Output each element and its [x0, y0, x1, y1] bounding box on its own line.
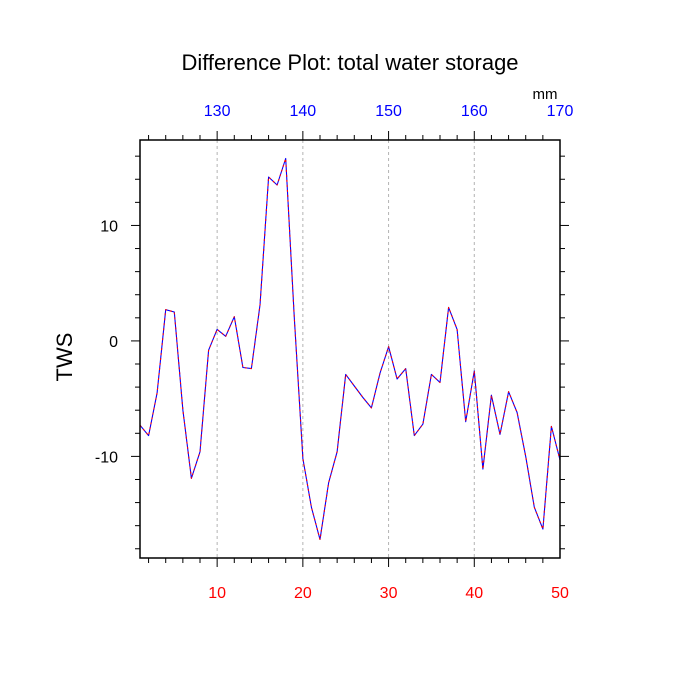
top-tick-label: 160 — [461, 103, 488, 120]
grid-layer — [216, 140, 475, 558]
top-tick-label: 140 — [290, 103, 317, 120]
tick-layer — [131, 131, 569, 567]
y-tick-label: 0 — [109, 334, 118, 351]
series-layer — [139, 157, 561, 541]
top-tick-label: 130 — [204, 103, 231, 120]
x-tick-label: 10 — [208, 585, 226, 602]
top-tick-label: 170 — [547, 103, 574, 120]
chart-title: Difference Plot: total water storage — [181, 50, 518, 75]
plot-frame — [139, 139, 561, 559]
tws-line-red-dashed — [139, 157, 561, 541]
y-tick-label: 10 — [100, 218, 118, 235]
label-layer: 10 20 30 40 50 130 140 150 160 170 -10 0 10 — [95, 103, 574, 602]
y-tick-label: -10 — [95, 449, 118, 466]
x-tick-label: 50 — [551, 585, 569, 602]
top-axis-units: mm — [533, 86, 558, 103]
x-tick-label: 40 — [465, 585, 483, 602]
x-tick-label: 30 — [380, 585, 398, 602]
x-tick-label: 20 — [294, 585, 312, 602]
y-axis-label: TWS — [52, 333, 77, 382]
top-tick-label: 150 — [375, 103, 402, 120]
